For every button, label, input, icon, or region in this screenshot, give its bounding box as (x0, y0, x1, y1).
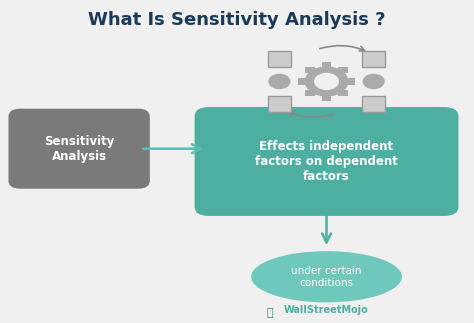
Circle shape (269, 74, 290, 89)
Circle shape (315, 73, 338, 89)
FancyBboxPatch shape (9, 109, 150, 189)
Text: Effects independent
factors on dependent
factors: Effects independent factors on dependent… (255, 140, 398, 183)
Circle shape (363, 74, 384, 89)
FancyBboxPatch shape (322, 94, 331, 101)
FancyBboxPatch shape (268, 96, 291, 112)
FancyBboxPatch shape (338, 67, 348, 73)
Text: What Is Sensitivity Analysis ?: What Is Sensitivity Analysis ? (88, 11, 386, 29)
FancyBboxPatch shape (298, 78, 308, 85)
FancyBboxPatch shape (362, 96, 385, 112)
Text: WallStreetMojo: WallStreetMojo (284, 305, 369, 315)
FancyBboxPatch shape (195, 107, 458, 216)
Text: Sensitivity
Analysis: Sensitivity Analysis (44, 135, 114, 163)
FancyBboxPatch shape (305, 67, 315, 73)
FancyBboxPatch shape (362, 51, 385, 67)
FancyBboxPatch shape (268, 51, 291, 67)
Text: under certain
conditions: under certain conditions (292, 266, 362, 287)
FancyBboxPatch shape (346, 78, 355, 85)
FancyBboxPatch shape (322, 62, 331, 68)
Text: 🏆: 🏆 (267, 308, 273, 318)
FancyBboxPatch shape (338, 89, 348, 96)
Circle shape (305, 67, 348, 96)
FancyBboxPatch shape (305, 89, 315, 96)
Ellipse shape (251, 251, 402, 302)
